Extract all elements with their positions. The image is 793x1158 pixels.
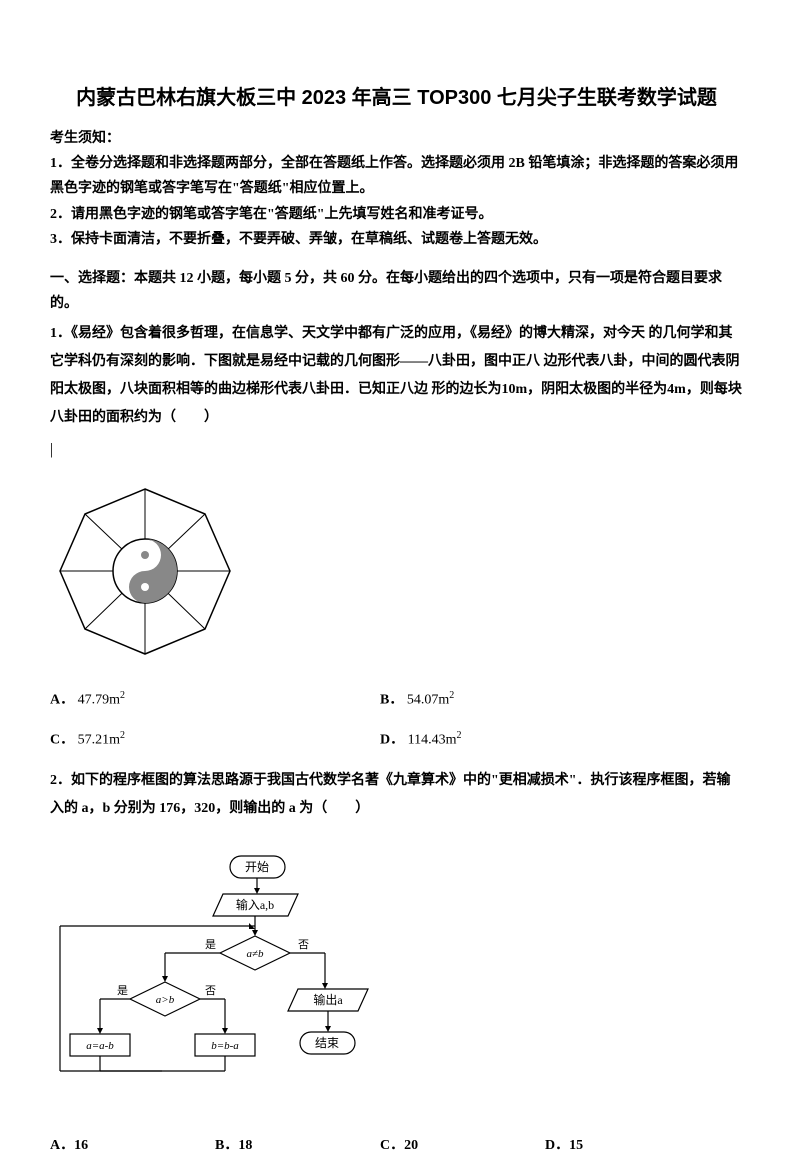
q2-option-c: C．20 xyxy=(380,1133,545,1158)
flowchart-cond1: a≠b xyxy=(246,948,264,960)
flowchart-stmt1: a=a-b xyxy=(86,1040,114,1052)
q1-opt-b-label: B． xyxy=(380,693,403,708)
q1-opt-b-val: 54.07m xyxy=(407,693,449,708)
q1-option-a: A． 47.79m2 xyxy=(50,687,380,713)
q1-opt-a-sup: 2 xyxy=(120,690,125,701)
flowchart-no-1: 否 xyxy=(298,939,309,951)
octagon-bagua-icon xyxy=(50,479,240,664)
flowchart-end: 结束 xyxy=(315,1036,339,1050)
q1-opt-a-label: A． xyxy=(50,693,74,708)
q1-options-row-1: A． 47.79m2 B． 54.07m2 xyxy=(50,687,743,713)
q1-opt-d-sup: 2 xyxy=(457,730,462,741)
notice-line-1: 1．全卷分选择题和非选择题两部分，全部在答题纸上作答。选择题必须用 2B 铅笔填… xyxy=(50,151,743,201)
q2-options-row: A．16 B．18 C．20 D．15 xyxy=(50,1133,743,1158)
q1-opt-c-sup: 2 xyxy=(120,730,125,741)
flowchart-yes-1: 是 xyxy=(205,938,216,951)
flowchart-icon: 开始 输入a,b a≠b 是 a>b 是 a=a-b xyxy=(50,851,380,1096)
section-1-header: 一、选择题：本题共 12 小题，每小题 5 分，共 60 分。在每小题给出的四个… xyxy=(50,266,743,316)
cursor-mark: | xyxy=(50,436,743,465)
q1-opt-c-label: C． xyxy=(50,733,74,748)
flowchart-output: 输出a xyxy=(313,992,343,1007)
notice-line-2: 2．请用黑色字迹的钢笔或答字笔在"答题纸"上先填写姓名和准考证号。 xyxy=(50,202,743,227)
q1-option-b: B． 54.07m2 xyxy=(380,687,743,713)
flowchart-container: 开始 输入a,b a≠b 是 a>b 是 a=a-b xyxy=(50,837,743,1119)
q2-option-d: D．15 xyxy=(545,1133,710,1158)
question-2: 2．如下的程序框图的算法思路源于我国古代数学名著《九章算术》中的"更相减损术"．… xyxy=(50,767,743,823)
q1-opt-d-label: D． xyxy=(380,733,404,748)
flowchart-input: 输入a,b xyxy=(236,897,274,912)
page-title: 内蒙古巴林右旗大板三中 2023 年高三 TOP300 七月尖子生联考数学试题 xyxy=(50,80,743,116)
flowchart-no-2: 否 xyxy=(205,985,216,997)
question-1: 1．《易经》包含着很多哲理，在信息学、天文学中都有广泛的应用，《易经》的博大精深… xyxy=(50,320,743,432)
q2-option-a: A．16 xyxy=(50,1133,215,1158)
notice-header: 考生须知： xyxy=(50,126,743,151)
q1-opt-b-sup: 2 xyxy=(449,690,454,701)
flowchart-cond2: a>b xyxy=(156,994,175,1006)
q1-options-row-2: C． 57.21m2 D． 114.43m2 xyxy=(50,727,743,753)
flowchart-stmt2: b=b-a xyxy=(211,1040,239,1052)
q1-opt-d-val: 114.43m xyxy=(408,733,457,748)
q1-option-d: D． 114.43m2 xyxy=(380,727,743,753)
q2-option-b: B．18 xyxy=(215,1133,380,1158)
flowchart-start: 开始 xyxy=(245,860,269,874)
octagon-figure-container xyxy=(50,479,743,673)
q1-opt-a-val: 47.79m xyxy=(78,693,120,708)
flowchart-yes-2: 是 xyxy=(117,984,128,997)
q1-opt-c-val: 57.21m xyxy=(78,733,120,748)
notice-line-3: 3．保持卡面清洁，不要折叠，不要弄破、弄皱，在草稿纸、试题卷上答题无效。 xyxy=(50,227,743,252)
q1-option-c: C． 57.21m2 xyxy=(50,727,380,753)
